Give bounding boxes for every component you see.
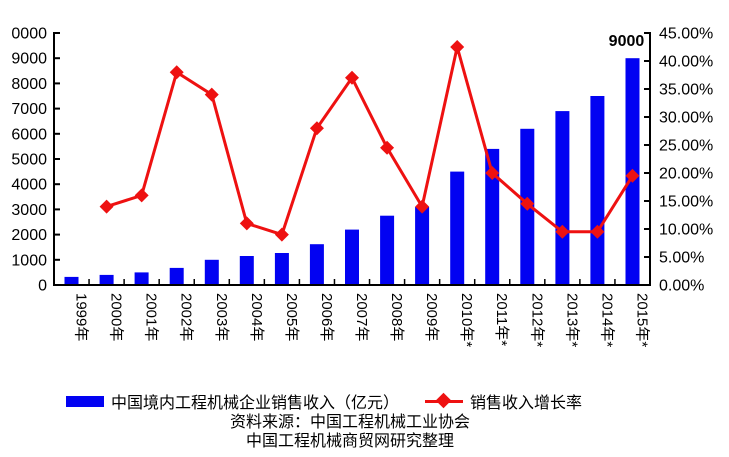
growth-point-2009年 (415, 199, 430, 214)
bar-series-swatch (66, 395, 104, 407)
source-note: 资料来源：中国工程机械工业协会 中国工程机械商贸网研究整理 (0, 413, 700, 451)
growth-point-2013年* (555, 224, 570, 239)
left-axis-label: 1000 (11, 252, 47, 269)
bar-1999年 (64, 276, 79, 285)
bar-2014年* (590, 96, 605, 285)
bar-2008年 (380, 215, 395, 285)
x-axis-label-1999年: 1999年 (73, 293, 90, 341)
growth-point-2006年 (309, 121, 324, 136)
growth-point-2003年 (204, 87, 219, 102)
right-axis-label: 35.00% (659, 82, 713, 99)
x-axis-label-2007年: 2007年 (353, 293, 370, 341)
bar-2010年* (450, 171, 465, 285)
bar-value-label: 9000 (609, 33, 645, 50)
x-axis-label-2005年: 2005年 (283, 293, 300, 341)
source-line-2: 中国工程机械商贸网研究整理 (245, 433, 454, 450)
growth-point-2005年 (274, 227, 289, 242)
right-axis-label: 5.00% (659, 250, 704, 267)
chart-svg: 0 1000 2000 3000 4000 5000 6000 7000 8000 9000 000… (11, 26, 713, 348)
bar-2006年 (309, 244, 324, 285)
legend-item-revenue: 中国境内工程机械企业销售收入（亿元） (66, 389, 399, 413)
bar-2007年 (345, 229, 359, 285)
source-line-1: 资料来源：中国工程机械工业协会 (229, 414, 470, 431)
right-axis-label: 15.00% (659, 194, 713, 211)
right-axis-label: 30.00% (659, 110, 713, 127)
bar-2011年* (485, 148, 500, 285)
x-axis-label-2006年: 2006年 (318, 293, 335, 341)
x-axis-label-2013年*: 2013年* (563, 293, 580, 347)
x-axis-label-2012年*: 2012年* (528, 293, 545, 347)
legend-label-growth: 销售收入增长率 (470, 395, 583, 412)
right-axis-label: 0.00% (659, 278, 704, 295)
left-axis-label: 4000 (11, 177, 47, 194)
left-axis-label: 6000 (11, 126, 47, 143)
bar-2013年* (555, 111, 570, 285)
growth-point-2010年* (450, 40, 465, 54)
diamond-marker-icon (435, 392, 452, 408)
right-axis-label: 25.00% (659, 138, 713, 155)
growth-point-2007年 (345, 70, 359, 85)
left-axis-label: 0 (38, 278, 47, 295)
x-axis-label-2000年: 2000年 (108, 293, 125, 341)
x-axis-label-2015年*: 2015年* (633, 293, 650, 347)
left-axis-label: 2000 (11, 227, 47, 244)
legend-item-growth: 销售收入增长率 (425, 389, 582, 413)
left-axis-label: 3000 (11, 202, 47, 219)
left-axis-label: 8000 (11, 76, 47, 93)
left-axis-label: 0000 (11, 26, 47, 43)
x-axis-label-2003年: 2003年 (213, 293, 230, 341)
growth-point-2015年* (625, 168, 640, 183)
growth-point-2014年* (590, 224, 605, 239)
bar-2003年 (204, 259, 219, 285)
x-axis-label-2009年: 2009年 (423, 293, 440, 341)
bar-2005年 (274, 253, 289, 285)
bar-2009年 (415, 206, 430, 285)
right-axis-label: 40.00% (659, 54, 713, 71)
right-axis-label: 10.00% (659, 222, 713, 239)
bar-2002年 (169, 267, 184, 285)
growth-point-2001年 (134, 188, 149, 203)
growth-point-2008年 (380, 140, 395, 155)
bar-2004年 (239, 256, 254, 285)
x-axis-label-2008年: 2008年 (388, 293, 405, 341)
growth-point-2002年 (169, 65, 184, 80)
bar-2000年 (99, 274, 114, 285)
x-axis-label-2014年*: 2014年* (598, 293, 615, 347)
right-axis-label: 20.00% (659, 166, 713, 183)
left-axis-label: 7000 (11, 101, 47, 118)
x-axis-label-2010年*: 2010年* (458, 293, 475, 347)
growth-point-2000年 (99, 199, 114, 214)
right-axis-label: 45.00% (659, 26, 713, 43)
x-axis-label-2001年: 2001年 (143, 293, 160, 341)
legend-label-revenue: 中国境内工程机械企业销售收入（亿元） (111, 395, 400, 412)
legend: 中国境内工程机械企业销售收入（亿元） 销售收入增长率 (66, 389, 582, 413)
growth-point-2011年* (485, 166, 500, 180)
x-axis-label-2004年: 2004年 (248, 293, 265, 341)
line-series-swatch (425, 392, 464, 408)
growth-line (106, 46, 634, 237)
left-axis-label: 5000 (11, 152, 47, 169)
growth-point-2004年 (239, 216, 254, 231)
x-axis-label-2002年: 2002年 (178, 293, 195, 341)
x-axis-label-2011年*: 2011年* (493, 293, 510, 346)
left-axis-label: 9000 (11, 51, 47, 68)
growth-point-2012年* (520, 196, 535, 211)
bar-2001年 (134, 272, 149, 285)
